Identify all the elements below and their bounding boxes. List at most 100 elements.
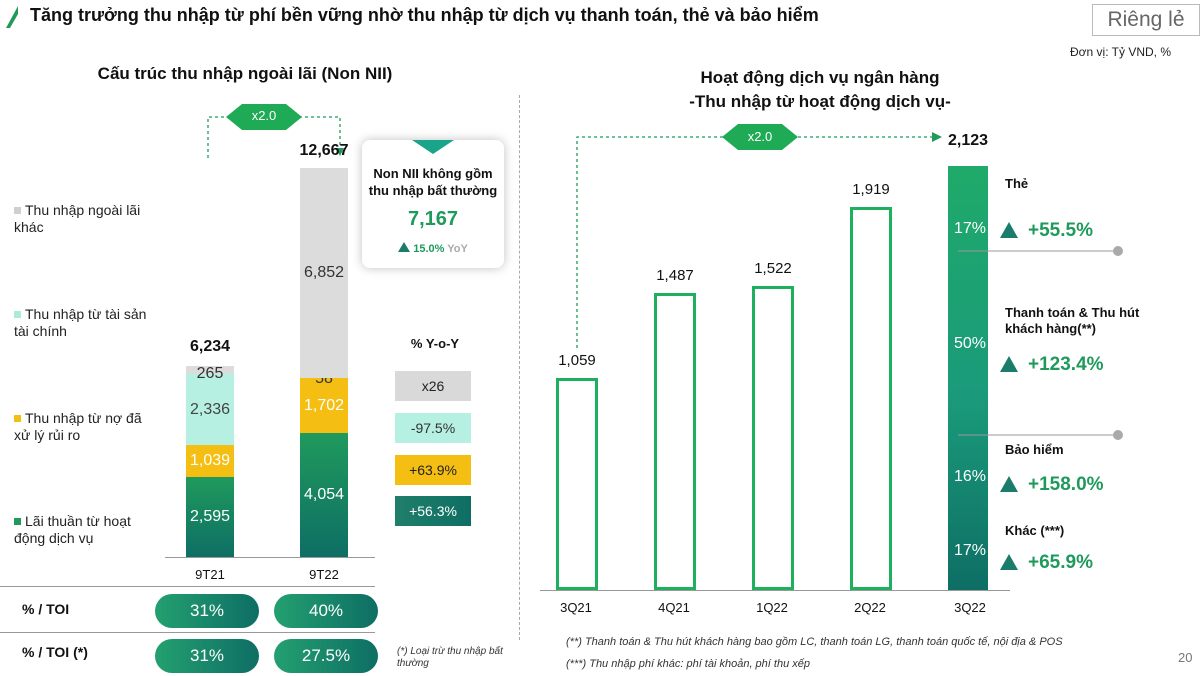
yoy-title: % Y-o-Y [410, 336, 460, 351]
non-nii-callout: Non NII không gồm thu nhập bất thường 7,… [362, 140, 504, 268]
x-tick-label: 9T22 [309, 567, 339, 582]
callout-growth-value: 15.0% [413, 243, 445, 255]
legend-swatch [14, 311, 21, 318]
toi-divider [0, 586, 375, 587]
legend-swatch [14, 207, 21, 214]
segment-label-other: Khác (***) [1005, 523, 1065, 538]
bar-segment-other: 6,852 [300, 168, 348, 379]
scope-badge: Riêng lẻ [1092, 4, 1200, 36]
yoy-box-recovered-debt: +63.9% [395, 455, 471, 485]
callout-value: 7,167 [407, 208, 459, 230]
x-tick-label: 3Q22 [954, 600, 986, 615]
bar-total-9T21: 6,234 [189, 338, 231, 355]
legend-label: Lãi thuần từ hoạt động dịch vụ [14, 513, 131, 546]
brand-logo-icon [6, 6, 18, 28]
segment-label-payments: Thanh toán & Thu hút khách hàng(**) [1005, 305, 1140, 336]
segment-separators [958, 246, 1123, 440]
callout-line2: thu nhập bất thường [368, 183, 498, 198]
bar-segment-recovered-debt: 1,039 [186, 445, 234, 478]
x-tick-label: 9T21 [195, 567, 225, 582]
legend-swatch [14, 415, 21, 422]
segment-share-cards: 17% [953, 220, 987, 237]
right-x-axis-line [540, 590, 1010, 591]
bar-segment-service: 2,595 [186, 477, 234, 557]
up-triangle-icon [1000, 356, 1018, 372]
legend-swatch [14, 518, 21, 525]
multiplier-label: x2.0 [747, 129, 773, 144]
stacked-bar-9T22: 4,054 1,702 58 6,852 [300, 0, 348, 557]
bar-value-label: 265 [196, 364, 224, 382]
segment-share-other: 17% [953, 542, 987, 559]
segment-label-insurance: Bảo hiểm [1005, 442, 1064, 457]
up-triangle-icon [1000, 554, 1018, 570]
bar-segment-recovered-debt: 1,702 [300, 380, 348, 433]
quarter-bar-2Q22 [850, 206, 892, 590]
bar-segment-financial-assets: 58 [300, 371, 348, 387]
bar-value-label: 1,919 [852, 180, 890, 198]
multiplier-label: x2.0 [251, 108, 277, 123]
toi-row-label: % / TOI [22, 601, 70, 617]
toi-pill-9T22: 40% [274, 594, 378, 628]
footnote-other-fees: (***) Thu nhập phí khác: phí tài khoản, … [566, 658, 810, 670]
legend-item-service-income: Lãi thuần từ hoạt động dịch vụ [14, 513, 149, 547]
callout-growth-label: YoY [447, 243, 468, 255]
growth-arrow-right [576, 124, 942, 348]
segment-growth-payments: +123.4% [1028, 354, 1104, 375]
segment-share-payments: 50% [953, 335, 987, 352]
page-number: 20 [1178, 650, 1193, 665]
bar-value-label: 1,522 [754, 260, 792, 278]
callout-line1: Non NII không gồm [373, 166, 493, 181]
right-chart-title-line1: Hoạt động dịch vụ ngân hàng [700, 68, 940, 87]
legend-label: Thu nhập ngoài lãi khác [14, 202, 141, 235]
legend-item-financial-assets: Thu nhập từ tài sản tài chính [14, 306, 149, 340]
toi2-pill-9T21: 31% [155, 639, 259, 673]
x-tick-label: 1Q22 [756, 600, 788, 615]
bar-value-label: 2,595 [189, 508, 231, 526]
stacked-bar-9T21: 2,595 1,039 2,336 265 [186, 0, 234, 557]
left-chart-title: Cấu trúc thu nhập ngoài lãi (Non NII) [97, 64, 393, 83]
toi-pill-9T21: 31% [155, 594, 259, 628]
quarter-bar-3Q21 [556, 378, 598, 590]
bar-value-label: 1,487 [656, 267, 694, 285]
callout-pointer-icon [412, 140, 454, 154]
up-triangle-icon [398, 242, 411, 252]
bar-segment-other: 265 [186, 365, 234, 381]
bar-value-label: 1,702 [303, 397, 345, 415]
x-tick-label: 3Q21 [560, 600, 592, 615]
bar-segment-financial-assets: 2,336 [186, 373, 234, 446]
x-axis-line [165, 557, 375, 558]
quarter-bar-1Q22 [752, 286, 794, 590]
callout-growth: 15.0% YoY [362, 242, 504, 255]
toi-footnote: (*) Loại trừ thu nhập bất thường [397, 646, 503, 669]
x-tick-label: 2Q22 [854, 600, 886, 615]
up-triangle-icon [1000, 476, 1018, 492]
bar-value-label: 2,123 [947, 132, 989, 149]
right-chart-title-line2: -Thu nhập từ hoạt động dịch vụ- [689, 92, 951, 111]
segment-label-cards: Thẻ [1005, 176, 1029, 191]
footnote-payments: (**) Thanh toán & Thu hút khách hàng bao… [566, 636, 1063, 648]
legend-item-other: Thu nhập ngoài lãi khác [14, 202, 149, 236]
bar-segment-service: 4,054 [300, 432, 348, 557]
segment-growth-insurance: +158.0% [1028, 474, 1104, 495]
legend-label: Thu nhập từ tài sản tài chính [14, 306, 147, 339]
quarter-bar-3Q22 [948, 166, 988, 590]
bar-total-9T22: 12,667 [299, 142, 349, 159]
toi2-pill-9T22: 27.5% [274, 639, 378, 673]
bar-value-label: 1,059 [558, 352, 596, 370]
toi2-row-label: % / TOI (*) [22, 644, 88, 660]
yoy-box-service: +56.3% [395, 496, 471, 526]
yoy-box-financial-assets: -97.5% [395, 413, 471, 443]
bar-value-label: 6,852 [303, 264, 345, 282]
bar-value-label: 1,039 [189, 452, 231, 470]
growth-arrow-left [207, 104, 344, 158]
up-triangle-icon [1000, 222, 1018, 238]
divider [519, 95, 520, 640]
legend-item-recovered-debt: Thu nhập từ nợ đã xử lý rủi ro [14, 410, 149, 444]
segment-growth-cards: +55.5% [1028, 220, 1093, 241]
legend-label: Thu nhập từ nợ đã xử lý rủi ro [14, 410, 142, 443]
page-title: Tăng trưởng thu nhập từ phí bền vững nhờ… [30, 5, 819, 25]
unit-label: Đơn vị: Tỷ VND, % [1070, 45, 1171, 59]
quarter-bar-4Q21 [654, 293, 696, 590]
yoy-box-other: x26 [395, 371, 471, 401]
bar-value-label: 2,336 [189, 400, 231, 418]
